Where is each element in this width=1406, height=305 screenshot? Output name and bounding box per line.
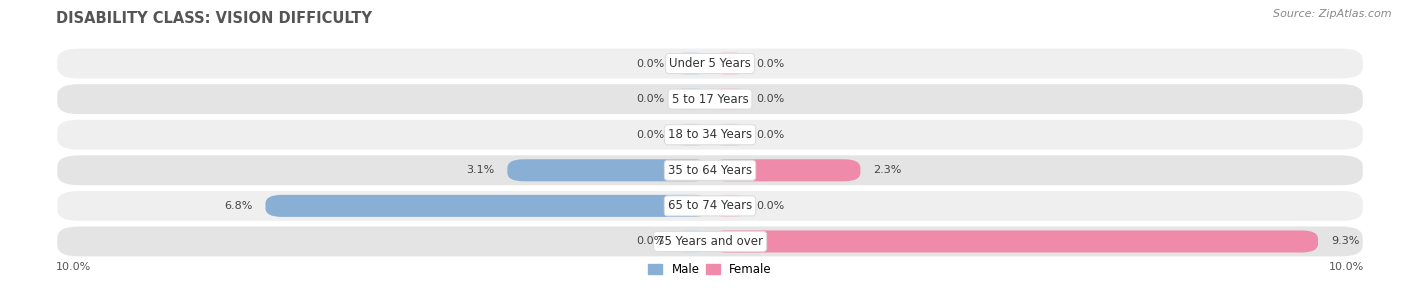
FancyBboxPatch shape	[710, 88, 749, 110]
Text: DISABILITY CLASS: VISION DIFFICULTY: DISABILITY CLASS: VISION DIFFICULTY	[56, 11, 373, 26]
Text: 10.0%: 10.0%	[56, 262, 91, 272]
FancyBboxPatch shape	[710, 231, 1317, 253]
FancyBboxPatch shape	[56, 119, 1364, 151]
Text: 0.0%: 0.0%	[636, 94, 664, 104]
FancyBboxPatch shape	[710, 159, 860, 181]
FancyBboxPatch shape	[266, 195, 710, 217]
FancyBboxPatch shape	[508, 159, 710, 181]
Text: 0.0%: 0.0%	[756, 59, 785, 69]
Text: 0.0%: 0.0%	[756, 201, 785, 211]
Text: 10.0%: 10.0%	[1329, 262, 1364, 272]
FancyBboxPatch shape	[671, 88, 710, 110]
Text: 18 to 34 Years: 18 to 34 Years	[668, 128, 752, 141]
FancyBboxPatch shape	[710, 124, 749, 146]
Text: 65 to 74 Years: 65 to 74 Years	[668, 199, 752, 212]
Legend: Male, Female: Male, Female	[644, 259, 776, 281]
Text: 0.0%: 0.0%	[636, 130, 664, 140]
Text: 0.0%: 0.0%	[756, 130, 785, 140]
Text: 3.1%: 3.1%	[465, 165, 495, 175]
FancyBboxPatch shape	[671, 52, 710, 74]
FancyBboxPatch shape	[710, 195, 749, 217]
Text: 9.3%: 9.3%	[1331, 236, 1360, 246]
Text: 75 Years and over: 75 Years and over	[657, 235, 763, 248]
Text: 0.0%: 0.0%	[756, 94, 785, 104]
FancyBboxPatch shape	[671, 124, 710, 146]
Text: 6.8%: 6.8%	[224, 201, 252, 211]
Text: 0.0%: 0.0%	[636, 236, 664, 246]
FancyBboxPatch shape	[56, 154, 1364, 186]
Text: Source: ZipAtlas.com: Source: ZipAtlas.com	[1274, 9, 1392, 19]
Text: 5 to 17 Years: 5 to 17 Years	[672, 93, 748, 106]
FancyBboxPatch shape	[710, 52, 749, 74]
Text: 2.3%: 2.3%	[873, 165, 901, 175]
Text: 0.0%: 0.0%	[636, 59, 664, 69]
FancyBboxPatch shape	[671, 231, 710, 253]
Text: Under 5 Years: Under 5 Years	[669, 57, 751, 70]
FancyBboxPatch shape	[56, 190, 1364, 222]
FancyBboxPatch shape	[56, 225, 1364, 257]
FancyBboxPatch shape	[56, 48, 1364, 80]
Text: 35 to 64 Years: 35 to 64 Years	[668, 164, 752, 177]
FancyBboxPatch shape	[56, 83, 1364, 115]
